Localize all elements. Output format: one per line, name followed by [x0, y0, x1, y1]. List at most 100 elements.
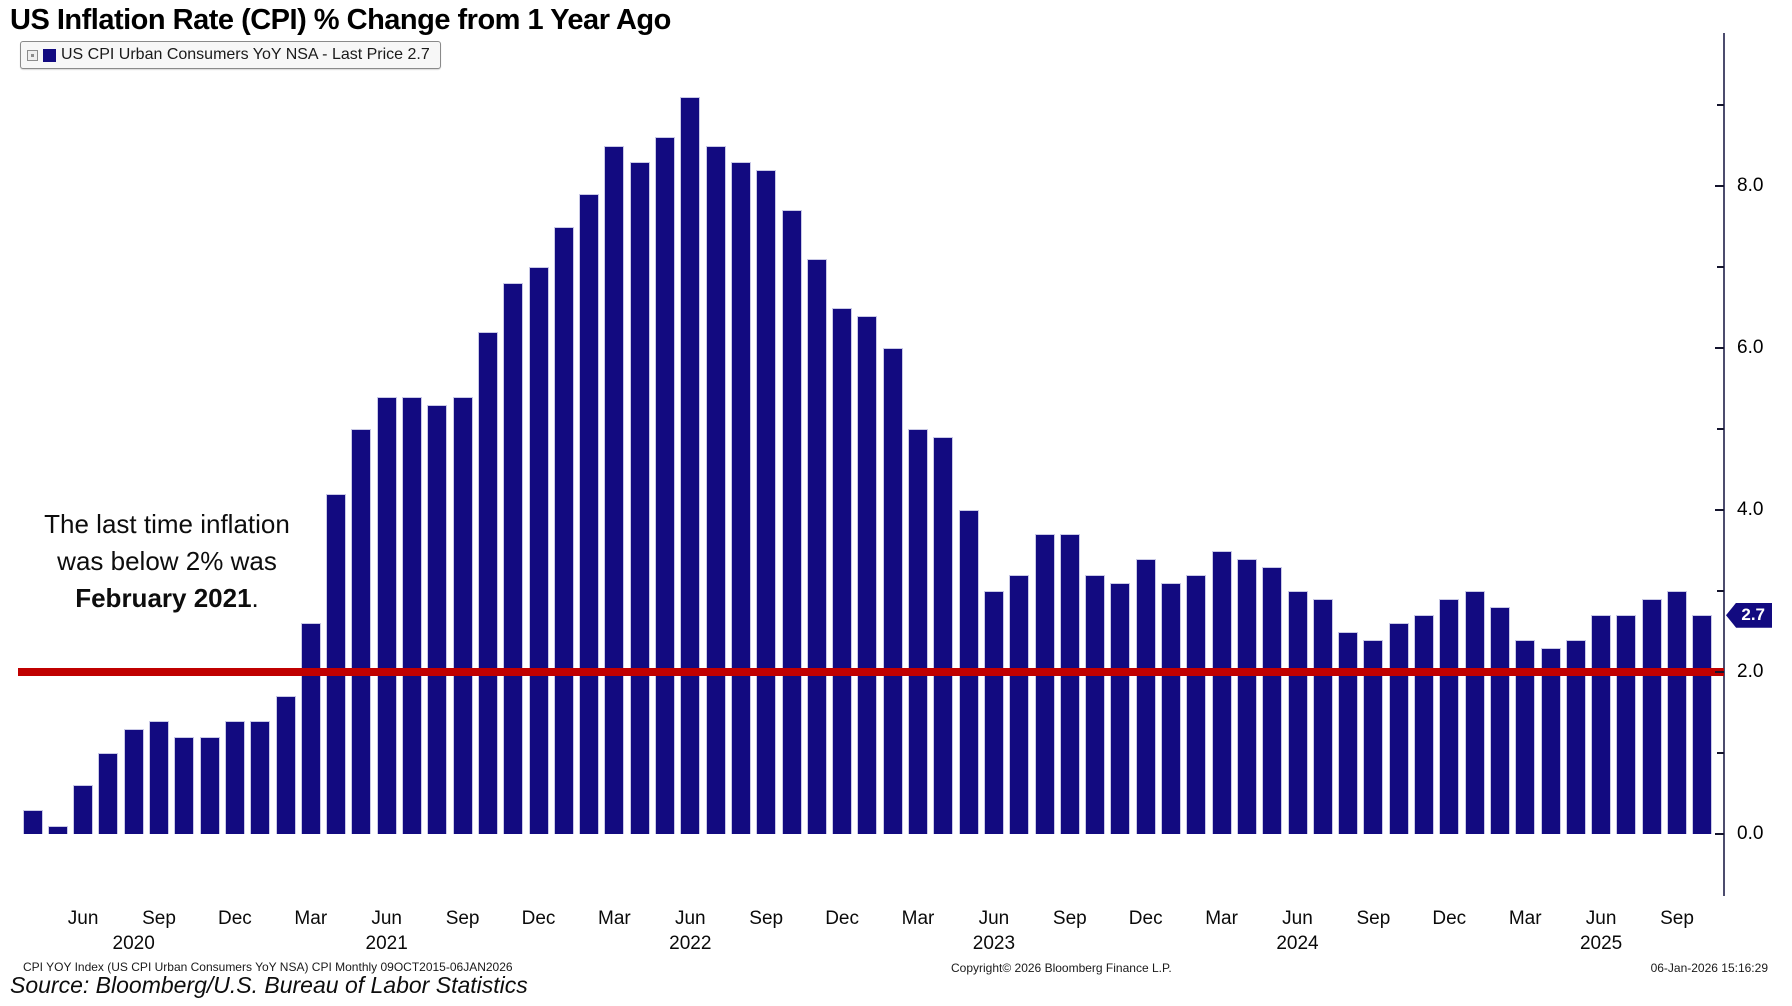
- y-tick-minor: [1717, 104, 1724, 106]
- bar-aug-2023: [1034, 534, 1055, 834]
- annotation-line-2: was below 2% was: [57, 546, 277, 576]
- x-tick-label-dec: Dec: [1128, 908, 1163, 929]
- bar-aug-2021: [427, 404, 448, 834]
- bar-nov-2021: [503, 283, 524, 834]
- x-tick-label-jun: Jun: [67, 908, 99, 929]
- y-tick-label: 2.0: [1737, 661, 1764, 682]
- bar-jan-2025: [1464, 591, 1485, 834]
- y-tick-minor: [1717, 428, 1724, 430]
- bar-aug-2020: [123, 728, 144, 834]
- bar-apr-2025: [1540, 647, 1561, 834]
- bar-nov-2023: [1110, 582, 1131, 834]
- bar-jan-2022: [553, 226, 574, 834]
- bar-oct-2021: [477, 331, 498, 834]
- bar-aug-2024: [1338, 631, 1359, 834]
- footer-timestamp: 06-Jan-2026 15:16:29: [1650, 961, 1768, 975]
- chart-title: US Inflation Rate (CPI) % Change from 1 …: [10, 4, 671, 36]
- x-tick-label-dec: Dec: [217, 908, 252, 929]
- y-tick-major: [1715, 833, 1724, 835]
- x-tick-label-jun: Jun: [1282, 908, 1313, 929]
- x-tick-label-sep: Sep: [1660, 908, 1694, 929]
- legend-item[interactable]: US CPI Urban Consumers YoY NSA - Last Pr…: [20, 41, 441, 69]
- x-tick-label-dec: Dec: [825, 908, 859, 929]
- x-year-label-2024: 2024: [1276, 933, 1319, 954]
- x-tick-label-jun: Jun: [674, 908, 706, 929]
- last-price-tag: 2.7: [1726, 602, 1772, 628]
- bar-aug-2022: [730, 161, 751, 834]
- x-tick-label-mar: Mar: [294, 908, 328, 929]
- bar-nov-2024: [1414, 615, 1434, 834]
- y-tick-label: 8.0: [1737, 175, 1764, 196]
- bar-jun-2023: [983, 591, 1004, 834]
- bar-oct-2025: [1692, 615, 1713, 834]
- y-tick-minor: [1717, 266, 1724, 268]
- bar-oct-2024: [1388, 623, 1409, 834]
- bar-jul-2023: [1009, 574, 1030, 834]
- bar-dec-2022: [832, 307, 853, 834]
- bar-dec-2023: [1135, 558, 1156, 834]
- bar-oct-2020: [174, 736, 195, 834]
- bar-aug-2025: [1641, 599, 1662, 834]
- legend-series-label: US CPI Urban Consumers YoY NSA - Last Pr…: [61, 46, 430, 63]
- y-tick-major: [1715, 185, 1724, 187]
- bar-nov-2020: [199, 736, 220, 834]
- bar-sep-2021: [452, 396, 473, 834]
- y-tick-minor: [1717, 752, 1724, 754]
- y-axis-line: [1723, 33, 1725, 896]
- bar-may-2024: [1262, 566, 1283, 834]
- bar-jul-2021: [402, 396, 422, 834]
- bar-dec-2024: [1439, 599, 1460, 834]
- bar-feb-2021: [275, 696, 296, 834]
- x-tick-label-sep: Sep: [142, 908, 176, 929]
- y-tick-major: [1715, 347, 1724, 349]
- bar-jun-2025: [1591, 615, 1612, 834]
- source-attribution: Source: Bloomberg/U.S. Bureau of Labor S…: [10, 972, 528, 998]
- bar-feb-2022: [579, 194, 600, 834]
- x-tick-label-sep: Sep: [445, 908, 480, 929]
- bar-may-2021: [351, 429, 372, 834]
- bar-feb-2024: [1186, 574, 1207, 834]
- bar-mar-2025: [1515, 639, 1536, 834]
- annotation-line-3: February 2021.: [75, 583, 259, 613]
- x-tick-label-dec: Dec: [1432, 908, 1467, 929]
- bar-jun-2024: [1287, 591, 1308, 834]
- x-tick-label-mar: Mar: [1508, 908, 1542, 929]
- bar-sep-2025: [1667, 591, 1687, 834]
- legend-series-swatch: [43, 48, 56, 62]
- bar-nov-2022: [806, 258, 827, 834]
- x-tick-label-jun: Jun: [371, 908, 402, 929]
- x-tick-label-jun: Jun: [1585, 908, 1617, 929]
- legend-toggle-icon[interactable]: [27, 49, 38, 61]
- x-tick-label-sep: Sep: [749, 908, 784, 929]
- bar-jun-2022: [680, 96, 701, 834]
- bar-jul-2020: [98, 753, 119, 834]
- bar-apr-2020: [22, 809, 43, 834]
- y-tick-major: [1715, 509, 1724, 511]
- bar-sep-2023: [1059, 534, 1080, 834]
- bar-oct-2023: [1085, 574, 1106, 834]
- bar-mar-2024: [1211, 550, 1232, 834]
- bar-feb-2023: [882, 348, 903, 834]
- bar-sep-2024: [1363, 639, 1384, 834]
- x-year-label-2020: 2020: [112, 933, 155, 954]
- y-tick-major: [1715, 671, 1724, 673]
- bar-may-2025: [1565, 639, 1586, 834]
- bar-mar-2021: [300, 623, 321, 834]
- bar-jan-2024: [1161, 582, 1181, 834]
- bar-jun-2021: [376, 396, 397, 834]
- bar-jul-2022: [705, 145, 726, 834]
- y-tick-minor: [1717, 590, 1724, 592]
- bar-jan-2021: [250, 720, 271, 834]
- annotation-text: The last time inflation was below 2% was…: [14, 506, 320, 617]
- reference-line-2pct: [18, 668, 1724, 676]
- y-tick-label: 4.0: [1737, 499, 1764, 520]
- bar-jul-2024: [1312, 599, 1333, 834]
- y-tick-label: 6.0: [1737, 337, 1764, 358]
- x-tick-label-mar: Mar: [1205, 908, 1238, 929]
- bar-feb-2025: [1489, 607, 1510, 834]
- bar-sep-2022: [756, 169, 777, 834]
- bar-apr-2024: [1236, 558, 1257, 834]
- bar-mar-2023: [908, 429, 928, 834]
